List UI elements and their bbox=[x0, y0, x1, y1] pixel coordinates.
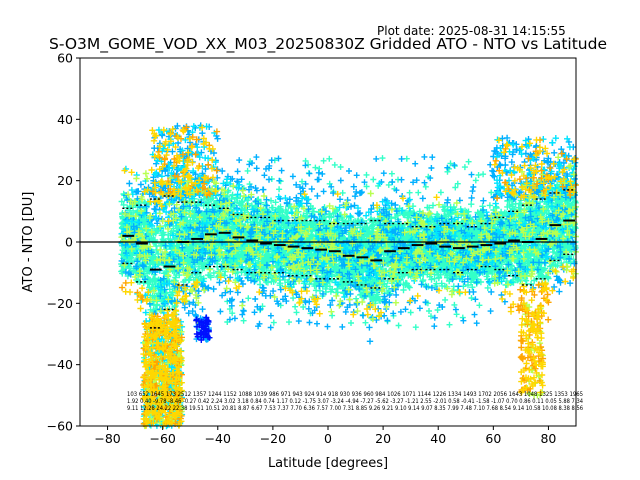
x-axis-label: Latitude [degrees] bbox=[268, 456, 388, 471]
scatter-points bbox=[118, 122, 579, 430]
x-tick-label: 20 bbox=[375, 431, 391, 446]
chart-title: S-O3M_GOME_VOD_XX_M03_20250830Z Gridded … bbox=[49, 35, 607, 54]
x-tick-label: 0 bbox=[324, 431, 332, 446]
y-tick-label: 40 bbox=[57, 112, 73, 127]
plot-date: Plot date: 2025-08-31 14:15:55 bbox=[377, 24, 566, 38]
y-tick-label: −40 bbox=[47, 357, 73, 372]
x-tick-label: −80 bbox=[94, 431, 120, 446]
x-tick-label: 40 bbox=[430, 431, 446, 446]
bin-stats-row-2: 1.92 0.40 -9.78 -8.46 -0.27 0.42 2.24 3.… bbox=[127, 398, 583, 405]
y-axis-label: ATO - NTO [DU] bbox=[21, 192, 36, 293]
axes: −80 −60 −40 −20 0 20 40 60 80 −60 −40 −20 0 20 40 60 bbox=[47, 51, 557, 447]
x-tick-label: −20 bbox=[260, 431, 286, 446]
y-tick-label: −60 bbox=[47, 419, 73, 434]
y-tick-label: 20 bbox=[57, 173, 73, 188]
bin-stats-row-1: 103 652 1645 173 2512 1357 1244 1152 108… bbox=[127, 391, 583, 398]
scatter-series-0010ff bbox=[193, 314, 213, 343]
x-tick-label: 60 bbox=[485, 431, 501, 446]
bin-stats-labels: 103 652 1645 173 2512 1357 1244 1152 108… bbox=[127, 391, 583, 412]
x-tick-label: −60 bbox=[149, 431, 175, 446]
scatter-series-ffd700 bbox=[121, 124, 578, 429]
x-tick-label: 80 bbox=[540, 431, 556, 446]
y-tick-label: 60 bbox=[57, 51, 73, 66]
x-tick-label: −40 bbox=[205, 431, 231, 446]
y-tick-label: 0 bbox=[65, 235, 73, 250]
y-tick-label: −20 bbox=[47, 296, 73, 311]
bin-stats-row-3: 9.11 12.28 24.22 22.38 19.51 10.51 20.81… bbox=[127, 405, 583, 412]
